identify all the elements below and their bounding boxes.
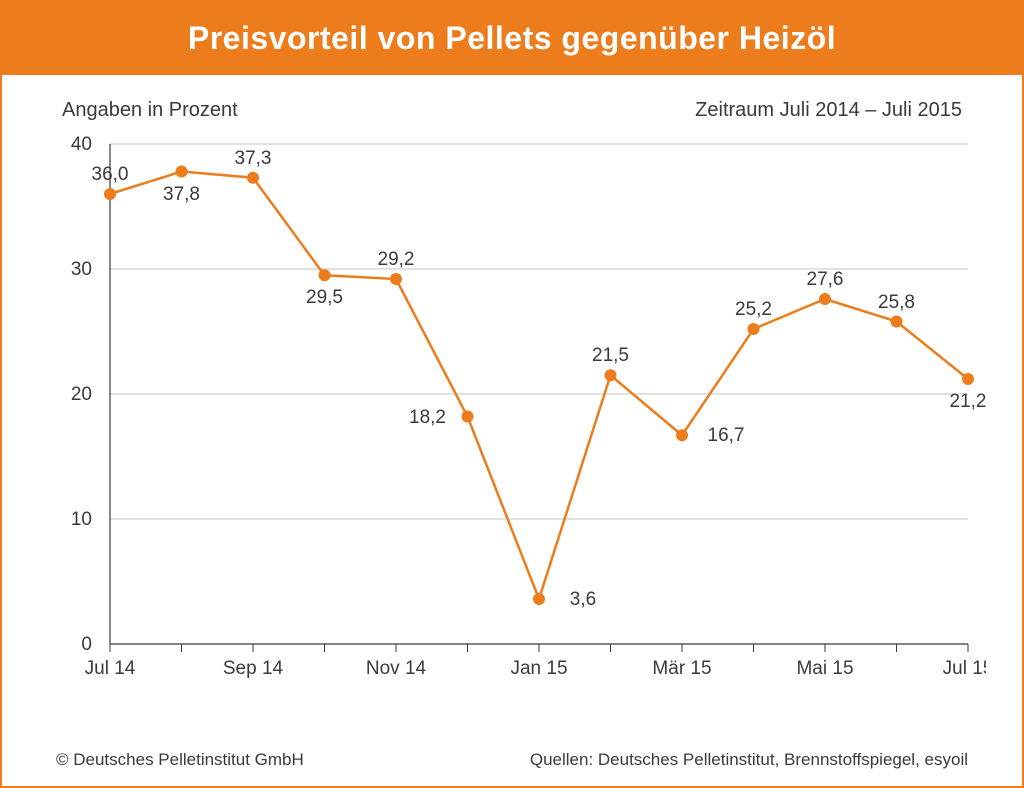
svg-text:40: 40 (71, 134, 92, 155)
data-label: 36,0 (92, 164, 129, 186)
svg-text:Jul 15: Jul 15 (943, 658, 986, 679)
data-label: 16,7 (708, 425, 745, 447)
footer-right: Quellen: Deutsches Pelletinstitut, Brenn… (530, 750, 968, 770)
svg-text:Sep 14: Sep 14 (223, 658, 284, 679)
svg-text:Mai 15: Mai 15 (796, 658, 853, 679)
svg-text:Jan 15: Jan 15 (510, 658, 567, 679)
data-label: 29,2 (378, 249, 415, 271)
svg-text:Jul 14: Jul 14 (85, 658, 136, 679)
line-chart-svg: 0 10 20 30 40 Jul 14 Sep 14 Nov 14 Jan 15 Mär 15 M… (42, 132, 986, 697)
subtitle-right: Zeitraum Juli 2014 – Juli 2015 (695, 99, 962, 122)
svg-text:Nov 14: Nov 14 (366, 658, 427, 679)
svg-text:0: 0 (81, 634, 92, 655)
data-label: 25,2 (735, 299, 772, 321)
svg-text:Mär 15: Mär 15 (652, 658, 711, 679)
data-label: 21,5 (592, 345, 629, 367)
chart-area: 0 10 20 30 40 Jul 14 Sep 14 Nov 14 Jan 15 Mär 15 M… (42, 132, 986, 697)
data-label: 27,6 (807, 269, 844, 291)
footer-left: © Deutsches Pelletinstitut GmbH (56, 750, 304, 770)
data-label: 3,6 (570, 589, 596, 611)
chart-container: Preisvorteil von Pellets gegenüber Heizö… (0, 0, 1024, 788)
data-label: 21,2 (950, 391, 987, 413)
data-label: 37,8 (163, 184, 200, 206)
data-label: 25,8 (878, 292, 915, 314)
svg-text:20: 20 (71, 384, 92, 405)
sub-header: Angaben in Prozent Zeitraum Juli 2014 – … (2, 75, 1022, 122)
chart-title: Preisvorteil von Pellets gegenüber Heizö… (2, 2, 1022, 75)
svg-text:30: 30 (71, 259, 92, 280)
svg-text:10: 10 (71, 509, 92, 530)
data-label: 29,5 (306, 287, 343, 309)
chart-footer: © Deutsches Pelletinstitut GmbH Quellen:… (2, 750, 1022, 770)
data-label: 18,2 (409, 407, 446, 429)
data-label: 37,3 (235, 148, 272, 170)
subtitle-left: Angaben in Prozent (62, 99, 238, 122)
